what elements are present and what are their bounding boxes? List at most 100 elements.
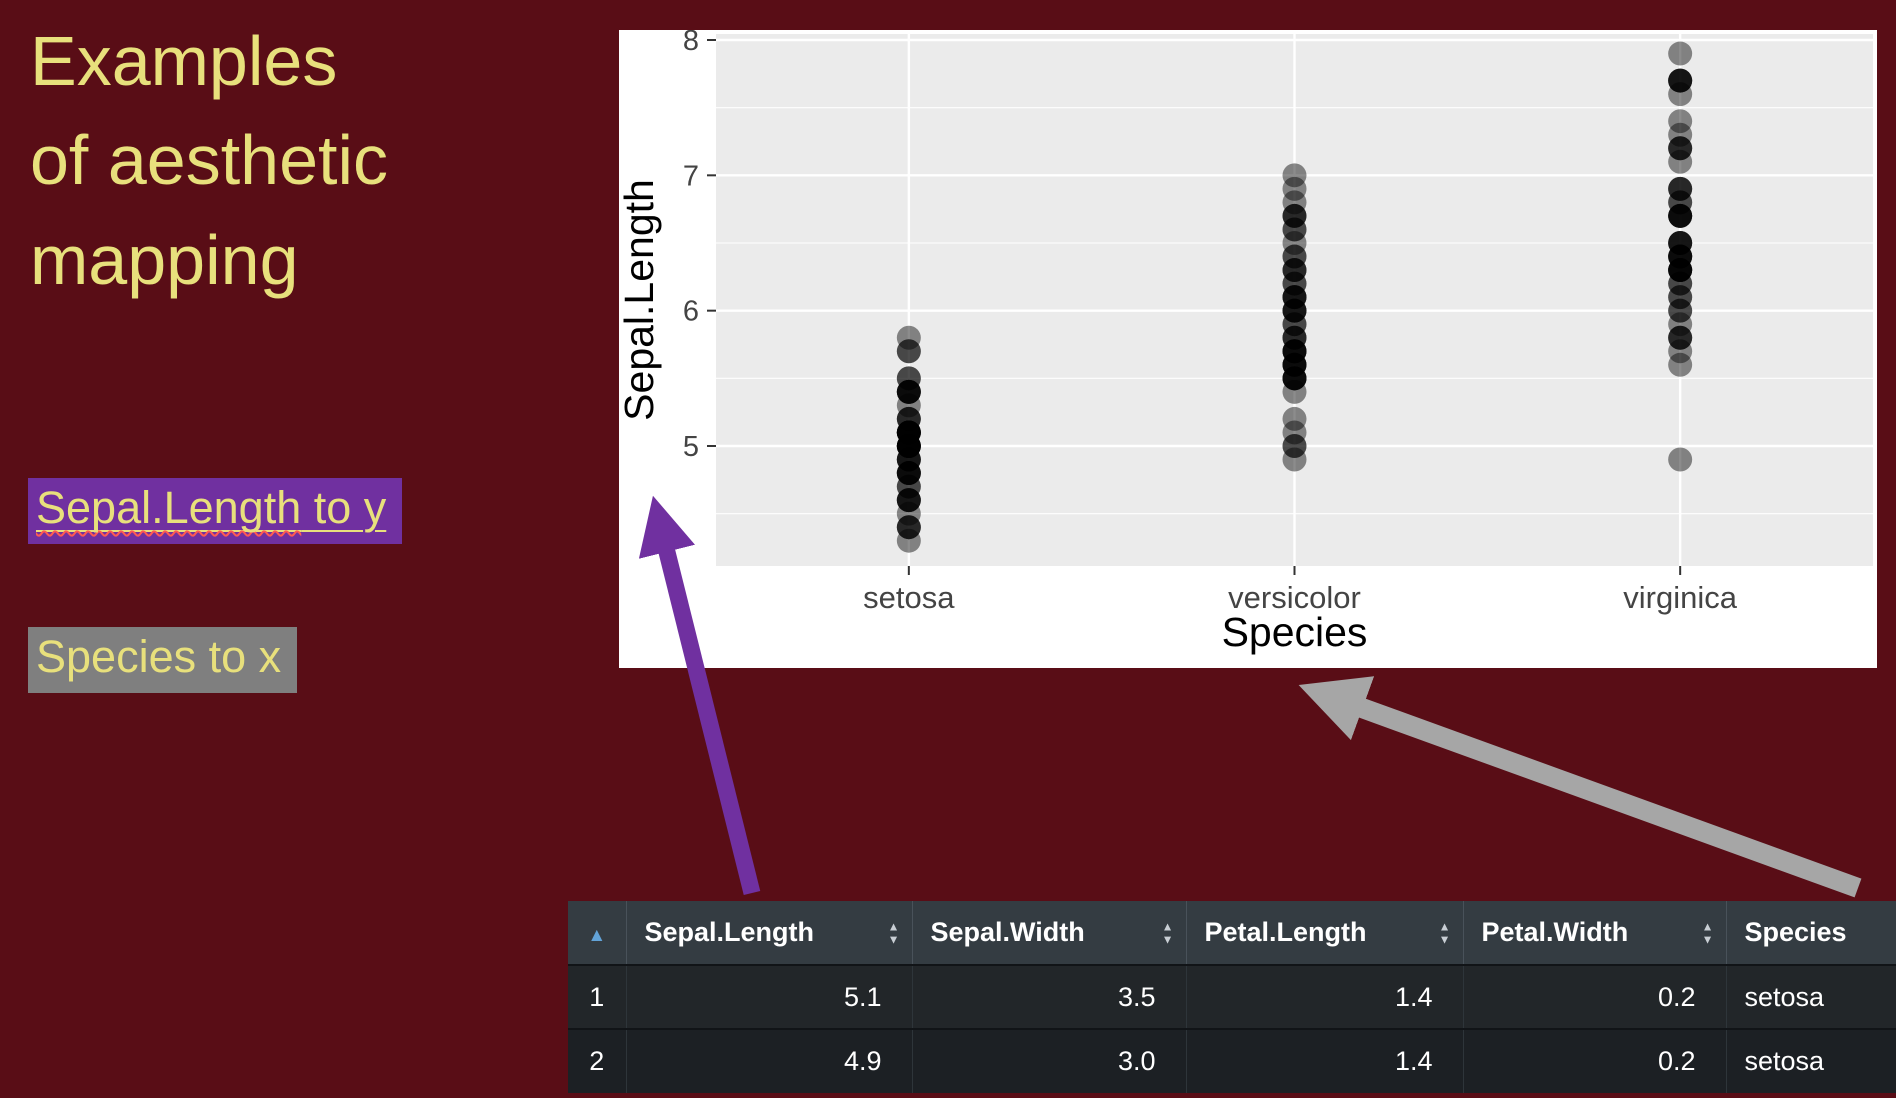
data-point <box>896 488 921 513</box>
data-point <box>1282 433 1307 458</box>
data-point <box>896 420 921 445</box>
y-tick-label: 8 <box>683 30 699 57</box>
data-point <box>1282 271 1307 296</box>
x-tick-label: virginica <box>1623 580 1737 615</box>
data-point <box>896 461 921 486</box>
column-header-species[interactable]: Species <box>1725 901 1896 966</box>
data-point <box>1282 366 1307 391</box>
column-header-label: Species <box>1744 917 1847 947</box>
data-point <box>1282 379 1307 404</box>
data-point <box>896 366 921 391</box>
data-point <box>1282 352 1307 377</box>
data-point <box>896 461 921 486</box>
data-point <box>1282 298 1307 323</box>
arrow-to-x-axis <box>1298 676 1862 898</box>
data-point <box>1668 190 1693 215</box>
chart-canvas: 5 6 7 8 setosa versicolor virginica Species Sepa… <box>619 30 1873 655</box>
data-point <box>896 433 921 458</box>
data-point <box>1668 244 1693 269</box>
data-point <box>896 501 921 526</box>
table-row: 2 4.9 3.0 1.4 0.2 setosa <box>568 1028 1896 1093</box>
data-point <box>1668 352 1693 377</box>
data-point <box>896 366 921 391</box>
data-point <box>1668 244 1693 269</box>
y-tick-label: 7 <box>683 160 699 192</box>
sort-toggle-icon[interactable]: ▲ ▼ <box>1701 919 1714 946</box>
data-point <box>1282 352 1307 377</box>
data-point <box>1282 298 1307 323</box>
data-point <box>1668 244 1693 269</box>
data-point <box>1282 203 1307 228</box>
data-point <box>1282 352 1307 377</box>
data-point <box>1668 203 1693 228</box>
data-point <box>1282 420 1307 445</box>
y-tick-label: 5 <box>683 431 699 463</box>
column-header-sepal-width[interactable]: Sepal.Width ▲ ▼ <box>911 901 1186 966</box>
scatter-plot: 5 6 7 8 setosa versicolor virginica Species Sepa… <box>619 30 1877 668</box>
row-number: 2 <box>568 1028 626 1093</box>
data-point <box>896 420 921 445</box>
data-point <box>896 420 921 445</box>
title-line-2: of aesthetic <box>30 121 388 200</box>
data-point <box>896 433 921 458</box>
data-point <box>1668 149 1693 174</box>
data-point <box>1668 298 1693 323</box>
data-point <box>1668 258 1693 283</box>
data-point <box>1668 203 1693 228</box>
data-point <box>1282 217 1307 242</box>
data-point <box>1282 339 1307 364</box>
data-point <box>896 515 921 540</box>
slide-title: Examples of aesthetic mapping <box>30 12 388 310</box>
data-point <box>896 447 921 472</box>
sort-asc-icon: ▲ <box>587 925 607 946</box>
sort-toggle-icon[interactable]: ▲ ▼ <box>887 919 900 946</box>
y-axis-title: Sepal.Length <box>619 179 662 421</box>
data-point <box>1282 298 1307 323</box>
data-point <box>1282 312 1307 337</box>
data-point <box>896 379 921 404</box>
data-point <box>896 488 921 513</box>
sort-toggle-icon[interactable]: ▲ ▼ <box>1438 919 1451 946</box>
data-point <box>896 325 921 350</box>
data-point <box>896 379 921 404</box>
column-header-petal-length[interactable]: Petal.Length ▲ ▼ <box>1185 901 1463 966</box>
underlined-text: Sepal.Length to y <box>36 482 386 533</box>
corner-header[interactable]: ▲ <box>568 901 626 966</box>
data-point <box>896 420 921 445</box>
data-point <box>896 420 921 445</box>
data-point <box>1668 176 1693 201</box>
sort-toggle-icon[interactable]: ▲ ▼ <box>1161 919 1174 946</box>
data-point <box>1668 203 1693 228</box>
data-point <box>1282 230 1307 255</box>
data-point <box>896 379 921 404</box>
table-cell: setosa <box>1725 964 1896 1029</box>
column-header-petal-width[interactable]: Petal.Width ▲ ▼ <box>1462 901 1726 966</box>
table-row: 1 5.1 3.5 1.4 0.2 setosa <box>568 964 1896 1029</box>
table-cell: 3.5 <box>911 964 1186 1029</box>
data-point <box>1282 325 1307 350</box>
iris-table: ▲ Sepal.Length ▲ ▼ Sepal.Width ▲ ▼ Petal.Lengt… <box>568 901 1896 1093</box>
data-point <box>1668 41 1693 66</box>
data-point <box>1668 339 1693 364</box>
data-point <box>896 433 921 458</box>
data-point <box>1282 325 1307 350</box>
data-point <box>1282 271 1307 296</box>
data-point <box>896 339 921 364</box>
column-header-label: Petal.Length <box>1204 917 1367 947</box>
data-point <box>1668 82 1693 107</box>
data-point <box>1668 190 1693 215</box>
table-header-row: ▲ Sepal.Length ▲ ▼ Sepal.Width ▲ ▼ Petal.Lengt… <box>568 901 1896 966</box>
data-point <box>896 433 921 458</box>
data-point <box>1282 366 1307 391</box>
data-point <box>1282 325 1307 350</box>
data-point <box>896 488 921 513</box>
table-cell: 1.4 <box>1185 1028 1463 1093</box>
data-point <box>1282 190 1307 215</box>
data-point <box>896 406 921 431</box>
column-header-sepal-length[interactable]: Sepal.Length ▲ ▼ <box>625 901 912 966</box>
data-point <box>1282 176 1307 201</box>
data-point <box>1282 312 1307 337</box>
row-number: 1 <box>568 964 626 1029</box>
data-point <box>1668 230 1693 255</box>
data-point <box>1282 339 1307 364</box>
